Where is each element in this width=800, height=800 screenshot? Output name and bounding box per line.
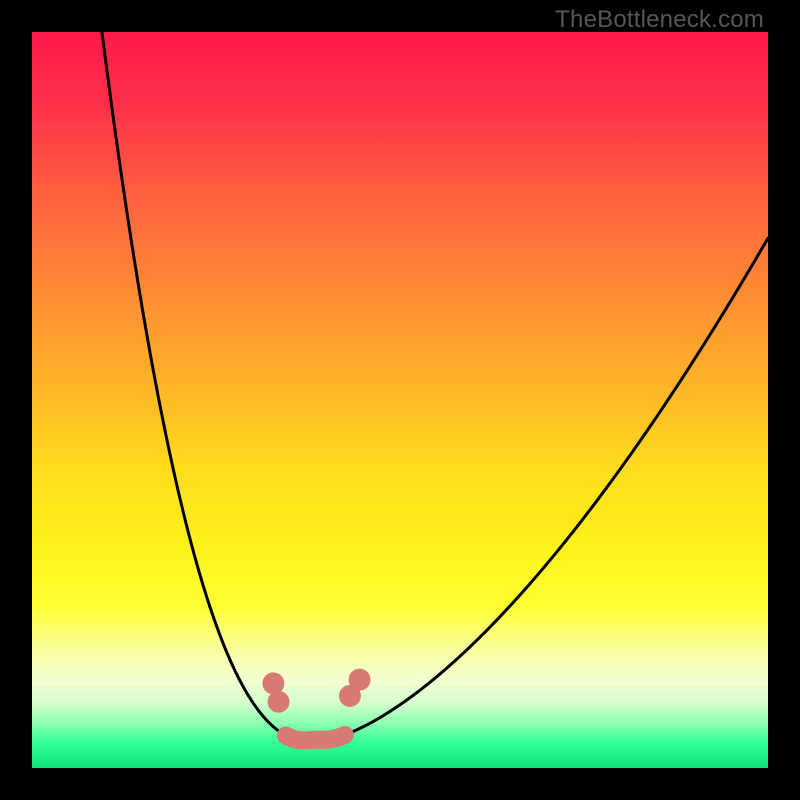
chart-container: TheBottleneck.com xyxy=(0,0,800,800)
bottleneck-curve-overlay xyxy=(32,32,768,768)
bottom-marker-dot xyxy=(268,691,290,713)
watermark-text: TheBottleneck.com xyxy=(555,6,764,34)
bottleneck-curve xyxy=(102,32,768,742)
bottom-marker-cup xyxy=(286,735,345,740)
bottom-marker-dot xyxy=(349,669,371,691)
plot-area xyxy=(32,32,768,768)
